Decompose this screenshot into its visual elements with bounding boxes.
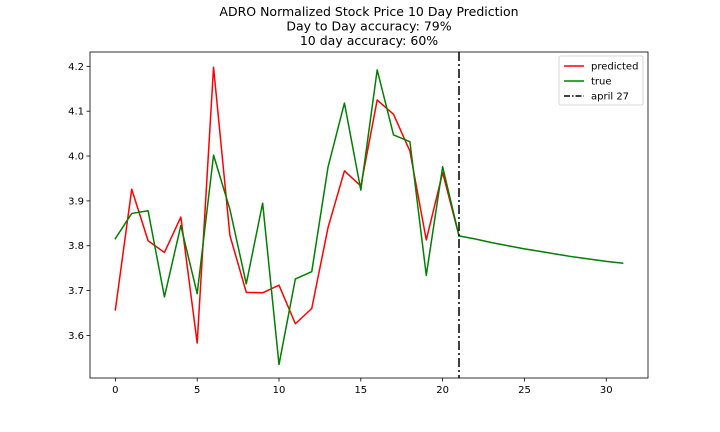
x-tick-label: 0 [112, 385, 118, 396]
legend-box [558, 55, 644, 106]
x-tick-label: 5 [194, 385, 200, 396]
series-line-forecast [458, 234, 624, 265]
chart-title-line: ADRO Normalized Stock Price 10 Day Predi… [219, 4, 518, 19]
x-tick-label: 10 [273, 385, 286, 396]
chart-title-line: Day to Day accuracy: 79% [286, 19, 451, 34]
series-line-predicted [114, 66, 460, 344]
legend: predicted true april 27 [558, 55, 644, 106]
x-tick-label: 25 [518, 385, 531, 396]
y-tick-label: 4.0 [68, 152, 84, 163]
y-tick-label: 4.2 [68, 62, 84, 73]
plot-frame [89, 51, 649, 379]
chart-title-line: 10 day accuracy: 60% [300, 33, 438, 48]
y-tick-label: 4.1 [68, 107, 84, 118]
y-tick-label: 3.7 [68, 286, 84, 297]
y-tick-label: 3.6 [68, 331, 84, 342]
plot-area: 0 5 10 15 20 25 30 3.6 3.7 3.8 3.9 4.0 4.1 4.2 [68, 51, 649, 396]
y-tick-label: 3.8 [68, 241, 84, 252]
legend-entry-true-label: true [591, 77, 612, 88]
legend-entry-april-27-label: april 27 [591, 92, 629, 103]
series-line-true [114, 69, 460, 366]
x-tick-label: 15 [354, 385, 367, 396]
x-tick-label: 30 [600, 385, 613, 396]
chart-title: ADRO Normalized Stock Price 10 Day Predi… [219, 4, 518, 48]
legend-entry-predicted-label: predicted [591, 62, 638, 73]
x-tick-label: 20 [436, 385, 449, 396]
y-tick-label: 3.9 [68, 196, 84, 207]
